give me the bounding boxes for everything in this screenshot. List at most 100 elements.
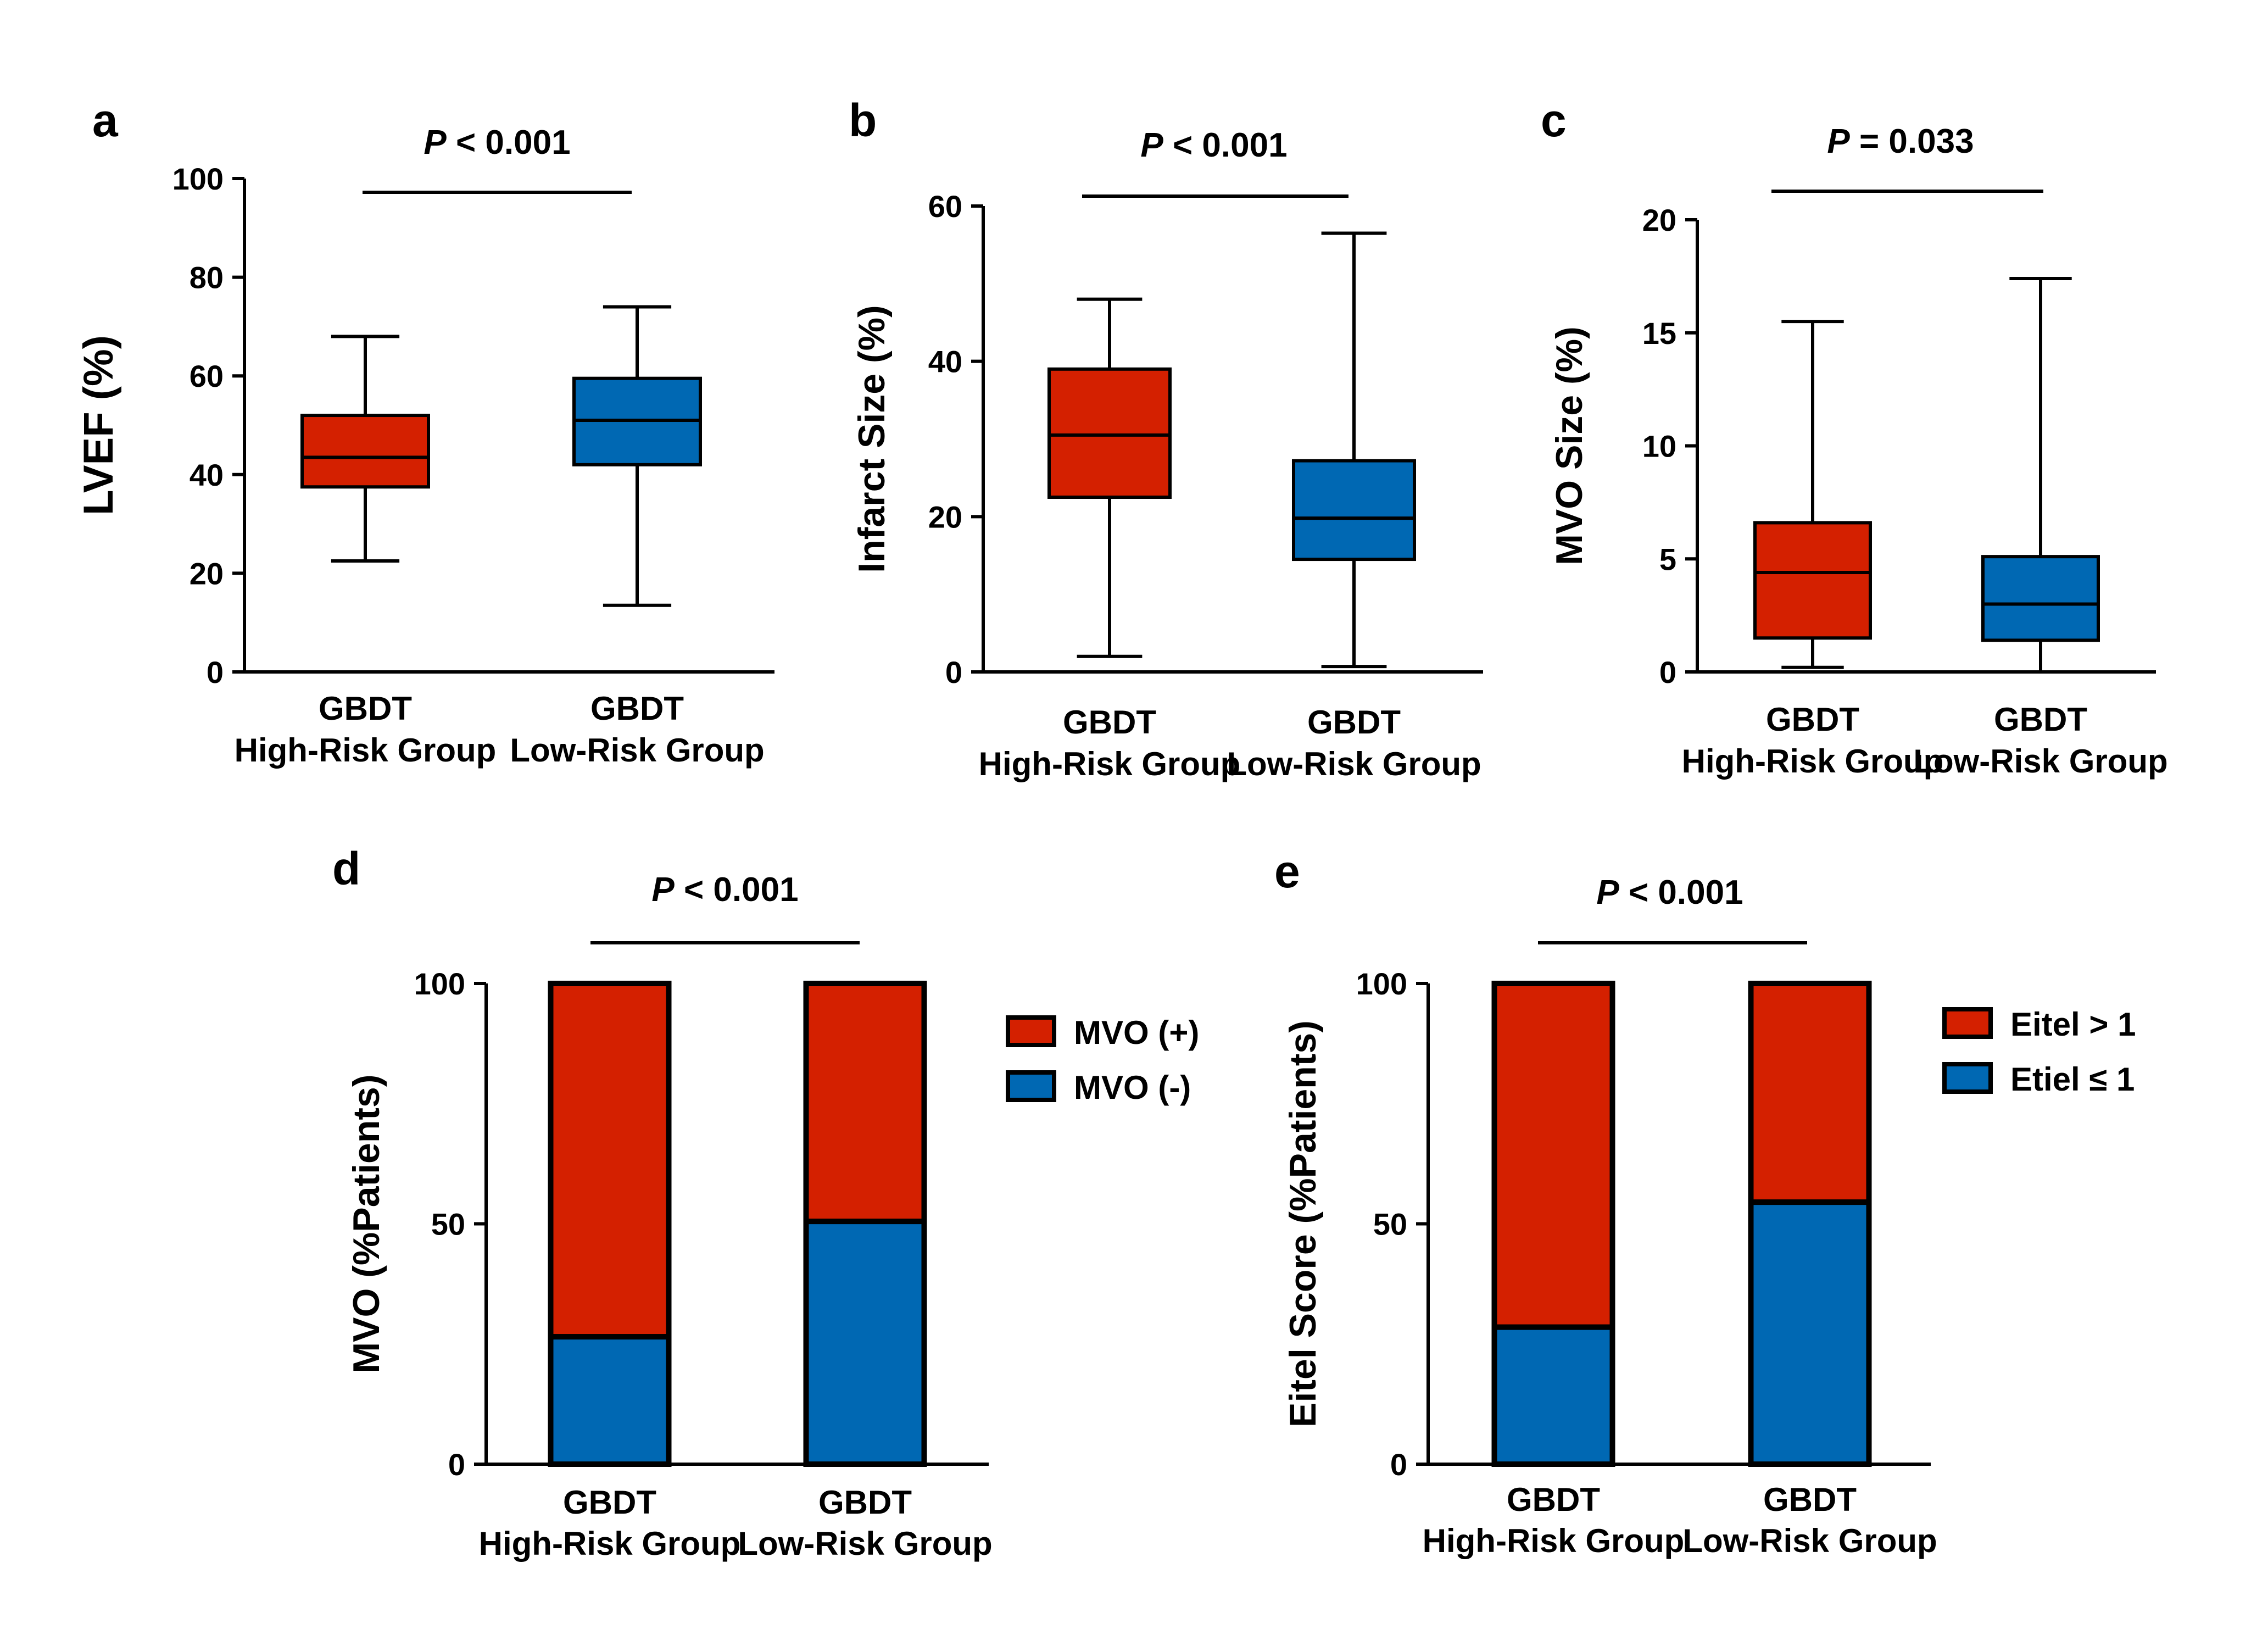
iqr-box	[1753, 521, 1872, 640]
panel-letter: a	[92, 94, 119, 146]
legend-label: Etiel ≤ 1	[2010, 1061, 2135, 1098]
p-value-text: < 0.001	[1163, 126, 1288, 164]
y-tick-label: 60	[190, 359, 224, 393]
category-label-line1: GBDT	[1766, 701, 1859, 738]
panel-letter: d	[332, 843, 360, 894]
p-italic: P	[1827, 123, 1850, 160]
y-axis-label: MVO Size (%)	[1548, 326, 1590, 565]
y-tick-label: 40	[928, 344, 962, 379]
panel-letter: e	[1274, 846, 1300, 897]
legend: Eitel > 1 Etiel ≤ 1	[1942, 1006, 2136, 1098]
stacked-bar-low-risk	[1748, 981, 1872, 1467]
box-high-risk	[1047, 297, 1172, 658]
y-tick-label: 60	[928, 189, 962, 224]
category-label-line2: Low-Risk Group	[1227, 746, 1481, 782]
category-label-line1: GBDT	[1507, 1481, 1600, 1518]
p-value-label: P < 0.001	[1140, 126, 1287, 164]
legend-swatch	[1942, 1007, 1993, 1039]
y-tick-label: 20	[1642, 203, 1676, 237]
box-high-risk	[300, 335, 430, 563]
category-label-line2: High-Risk Group	[479, 1525, 741, 1562]
p-value-text: = 0.033	[1850, 123, 1974, 160]
p-italic: P	[423, 124, 447, 162]
category-label-line2: High-Risk Group	[1682, 743, 1944, 780]
stacked-bar-low-risk	[803, 981, 927, 1467]
category-label-line2: Low-Risk Group	[1913, 743, 2167, 780]
panel-letter: b	[849, 94, 877, 146]
y-tick-label: 50	[1373, 1207, 1407, 1242]
panel-letter: c	[1541, 94, 1567, 146]
category-label-line1: GBDT	[1063, 704, 1156, 741]
p-value-label: P < 0.001	[651, 871, 798, 909]
bar-segment-top	[803, 981, 927, 1225]
p-italic: P	[1596, 874, 1619, 911]
category-label-line2: Low-Risk Group	[510, 732, 764, 769]
iqr-box	[1981, 555, 2100, 642]
bar-segment-bottom	[548, 1334, 672, 1467]
category-label-line1: GBDT	[319, 690, 412, 727]
category-label-line2: Low-Risk Group	[738, 1525, 992, 1562]
bar-segment-bottom	[803, 1219, 927, 1467]
y-tick-label: 15	[1642, 316, 1676, 351]
y-tick-label: 40	[190, 458, 224, 492]
category-label-line2: High-Risk Group	[979, 746, 1241, 782]
bar-segment-bottom	[1491, 1324, 1615, 1467]
y-tick-label: 0	[1659, 655, 1676, 690]
y-tick-label: 10	[1642, 429, 1676, 464]
panel-c: c P = 0.033 0 5 10 15 20 MVO Size (%) GBDT High-R…	[1541, 94, 2168, 780]
bar-segment-top	[548, 981, 672, 1340]
y-tick-label: 100	[172, 162, 224, 196]
box-low-risk	[1981, 276, 2100, 674]
y-tick-label: 50	[431, 1207, 465, 1242]
stacked-bar-high-risk	[548, 981, 672, 1467]
box-low-risk	[1292, 231, 1416, 669]
y-axis-label: MVO (%Patients)	[346, 1074, 387, 1373]
bar-segment-bottom	[1748, 1199, 1872, 1467]
y-axis-label: Infarct Size (%)	[851, 305, 893, 572]
p-value-label: P < 0.001	[423, 124, 570, 162]
category-label-line1: GBDT	[818, 1484, 912, 1521]
y-tick-label: 20	[928, 499, 962, 534]
y-tick-label: 20	[190, 556, 224, 591]
y-tick-label: 80	[190, 260, 224, 295]
y-tick-label: 0	[207, 655, 224, 690]
legend-swatch	[1006, 1070, 1056, 1102]
legend-swatch	[1942, 1062, 1993, 1094]
category-label-line2: High-Risk Group	[235, 732, 497, 769]
panel-b: b P < 0.001 0 20 40 60 Infarct Size (%) GBDT Hig…	[849, 94, 1483, 782]
y-tick-label: 0	[448, 1447, 465, 1482]
bar-segment-top	[1491, 981, 1615, 1330]
category-label-line2: Low-Risk Group	[1682, 1522, 1937, 1559]
category-label-line2: High-Risk Group	[1423, 1522, 1685, 1559]
p-value-label: P = 0.033	[1827, 123, 1974, 160]
category-label-line1: GBDT	[1307, 704, 1401, 741]
category-label-line1: GBDT	[563, 1484, 656, 1521]
panel-d: d P < 0.001 0 50 100 MVO (%Patients) GBDT High-…	[332, 843, 1199, 1562]
iqr-box	[1047, 367, 1172, 499]
p-value-label: P < 0.001	[1596, 874, 1743, 911]
y-axis-label: LVEF (%)	[75, 335, 122, 515]
p-value-text: < 0.001	[1619, 874, 1743, 911]
stacked-bar-high-risk	[1491, 981, 1615, 1467]
y-tick-label: 5	[1659, 542, 1676, 576]
y-tick-label: 0	[945, 655, 962, 690]
legend-swatch	[1006, 1015, 1056, 1047]
category-label-line1: GBDT	[1763, 1481, 1857, 1518]
box-high-risk	[1753, 320, 1872, 669]
y-axis-label: Eitel Score (%Patients)	[1282, 1020, 1324, 1427]
bar-segment-top	[1748, 981, 1872, 1205]
y-tick-label: 100	[414, 966, 465, 1001]
p-value-text: < 0.001	[675, 871, 799, 909]
category-label-line1: GBDT	[590, 690, 684, 727]
y-tick-label: 0	[1390, 1447, 1407, 1482]
panel-a: a P < 0.001 0 20 40 60 80 100 LVEF (%) GBDT High-R…	[75, 94, 774, 769]
y-tick-label: 100	[1356, 966, 1407, 1001]
legend-label: Eitel > 1	[2010, 1006, 2136, 1043]
iqr-box	[1292, 459, 1416, 561]
legend-label: MVO (+)	[1074, 1014, 1199, 1051]
box-low-risk	[572, 305, 702, 607]
iqr-box	[300, 414, 430, 489]
legend-label: MVO (-)	[1074, 1069, 1191, 1106]
panel-e: e P < 0.001 0 50 100 Eitel Score (%Patients) G…	[1274, 846, 2136, 1559]
